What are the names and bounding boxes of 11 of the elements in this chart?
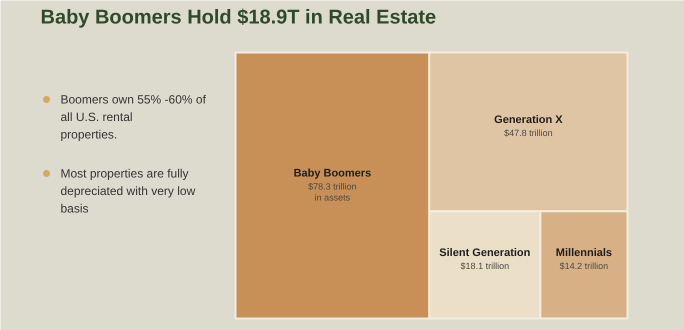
text: Most properties are fully depreciated with very low basis (60, 166, 196, 216)
category-label: Baby Boomers (294, 168, 372, 180)
category-label: Generation X (494, 114, 564, 126)
category-label: Silent Generation (439, 246, 531, 259)
text: Boomers own 55% -60% of all U.S. rental properties. (60, 92, 207, 142)
data-label: $47.8 trillion (504, 128, 553, 138)
category-label: Millennials (556, 246, 612, 259)
data-label: $78.3 trillion in assets (308, 182, 357, 202)
data-label: $14.2 trillion (560, 260, 608, 271)
data-label: $18.1 trillion (460, 260, 510, 271)
text: Baby Boomers Hold $18.9T in Real Estate (40, 6, 436, 28)
